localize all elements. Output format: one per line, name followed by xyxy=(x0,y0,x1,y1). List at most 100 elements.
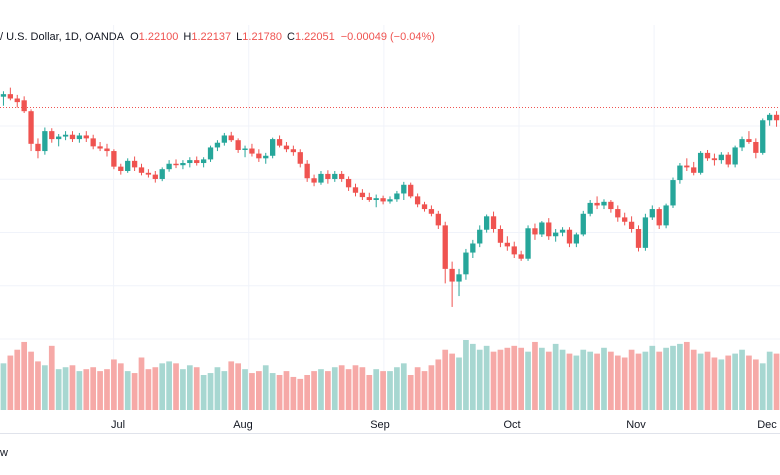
open-value: 1.22100 xyxy=(138,31,179,43)
candle-body xyxy=(739,139,745,148)
low-value: 1.21780 xyxy=(242,31,283,43)
volume-bar xyxy=(345,369,352,410)
volume-bar xyxy=(483,345,490,410)
volume-bar xyxy=(214,367,221,410)
candle-body xyxy=(615,209,621,218)
volume-bar xyxy=(711,357,718,410)
candle-body xyxy=(580,213,586,235)
volume-bar xyxy=(456,357,462,410)
volume-bar xyxy=(255,371,262,410)
volume-bar xyxy=(14,349,21,410)
high-value: 1.22137 xyxy=(191,31,232,43)
candle-body xyxy=(594,202,600,206)
candle-body xyxy=(532,228,538,235)
volume-bar xyxy=(469,343,476,410)
candle-body xyxy=(414,196,421,205)
volume-bar xyxy=(262,365,269,410)
candle-body xyxy=(256,153,262,159)
volume-bar xyxy=(159,363,166,410)
candle-body xyxy=(270,139,276,156)
volume-bar xyxy=(131,373,138,410)
candle-body xyxy=(290,149,297,153)
volume-bar xyxy=(573,355,580,410)
candle-body xyxy=(311,178,317,183)
volume-bar xyxy=(366,375,373,410)
volume-bar xyxy=(221,371,228,410)
volume-bar xyxy=(621,357,628,410)
candle-body xyxy=(145,172,152,175)
candle-body xyxy=(111,151,117,167)
candle-body xyxy=(766,114,773,121)
x-tick-label: Dec xyxy=(757,419,777,431)
candle-body xyxy=(373,198,379,200)
candle-body xyxy=(725,154,731,165)
volume-bar xyxy=(614,355,621,410)
volume-bar xyxy=(511,345,518,410)
candle-body xyxy=(159,169,165,179)
candle-body xyxy=(704,152,711,159)
volume-bar xyxy=(670,345,676,410)
chart-grid xyxy=(0,25,780,410)
candle-body xyxy=(228,135,234,141)
candle-body xyxy=(518,254,524,259)
volume-bar xyxy=(587,351,594,410)
candle-body xyxy=(656,209,662,226)
candle-body xyxy=(14,98,20,103)
candle-body xyxy=(587,202,593,214)
volume-bar xyxy=(739,349,745,410)
footer-text: w xyxy=(0,447,8,459)
volume-bar xyxy=(449,353,455,410)
x-tick-label: Sep xyxy=(370,419,390,431)
volume-bar xyxy=(594,353,600,410)
candle-body xyxy=(732,147,738,165)
candle-body xyxy=(138,167,145,173)
candle-body xyxy=(359,192,366,198)
volume-bars xyxy=(0,340,780,410)
volume-bar xyxy=(35,361,41,410)
x-axis-ticks: Jul Aug Sep Oct Nov Dec xyxy=(111,419,777,431)
candle-body xyxy=(663,205,669,226)
candle-body xyxy=(504,242,510,247)
candle-body xyxy=(622,217,628,222)
volume-bar xyxy=(145,369,152,410)
volume-bar xyxy=(352,365,359,410)
volume-bar xyxy=(359,367,366,410)
volume-bar xyxy=(69,365,76,410)
volume-bar xyxy=(697,353,704,410)
volume-bar xyxy=(435,359,442,410)
volume-bar xyxy=(111,359,117,410)
candle-body xyxy=(559,229,566,233)
volume-bar xyxy=(338,365,345,410)
candle-body xyxy=(428,209,435,214)
candle-body xyxy=(463,252,469,275)
symbol-label[interactable]: / U.S. Dollar, 1D, OANDA xyxy=(0,31,125,43)
volume-bar xyxy=(138,357,145,410)
candle-body xyxy=(28,111,34,144)
close-label: C xyxy=(287,31,295,43)
volume-bar xyxy=(608,351,614,410)
candle-body xyxy=(573,234,580,244)
candle-body xyxy=(166,163,172,170)
volume-bar xyxy=(677,343,683,410)
candle-body xyxy=(207,147,214,160)
candle-body xyxy=(456,274,462,282)
volume-bar xyxy=(635,353,642,410)
volume-bar xyxy=(0,363,7,410)
volume-bar xyxy=(228,361,235,410)
candle-body xyxy=(104,148,110,152)
candle-body xyxy=(118,166,124,171)
high-label: H xyxy=(183,31,192,43)
volume-bar xyxy=(235,363,241,410)
volume-bar xyxy=(117,363,124,410)
candle-body xyxy=(339,173,345,179)
volume-bar xyxy=(539,347,545,410)
candle-body xyxy=(628,221,635,229)
volume-bar xyxy=(497,349,504,410)
candle-body xyxy=(304,163,310,179)
candle-body xyxy=(200,159,207,164)
candle-body xyxy=(553,232,559,237)
volume-bar xyxy=(193,367,200,410)
volume-bar xyxy=(552,343,559,410)
candle-body xyxy=(435,213,441,226)
